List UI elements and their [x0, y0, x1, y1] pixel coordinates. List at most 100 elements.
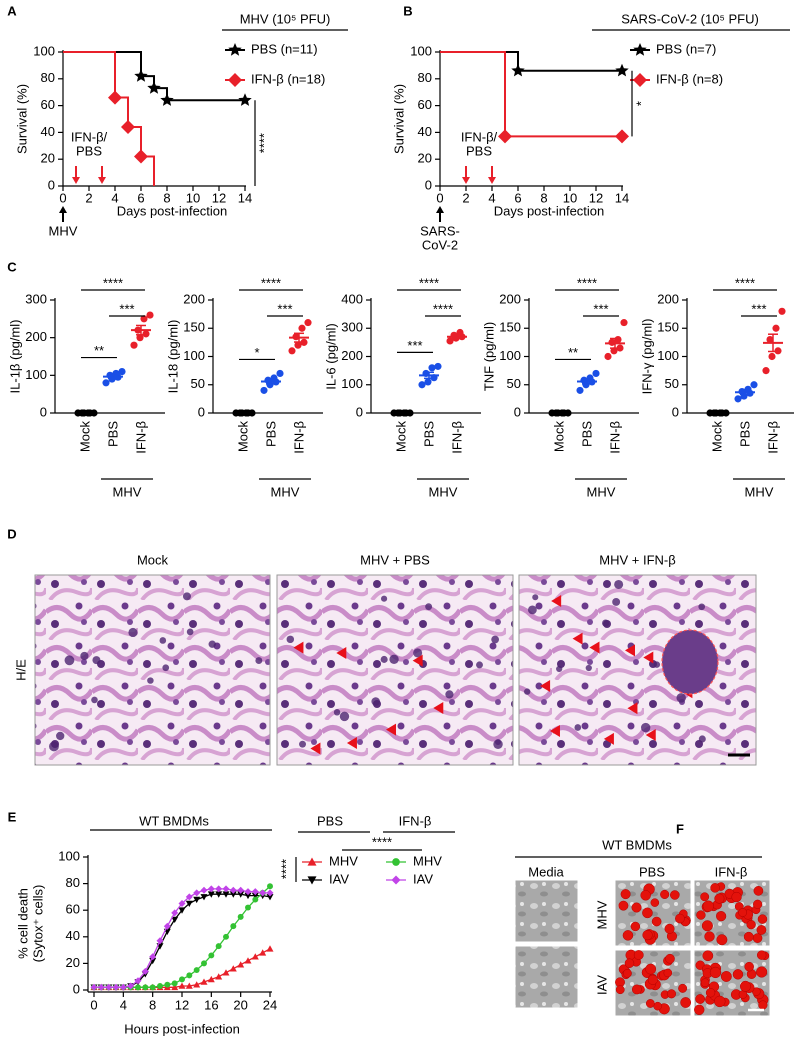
marker — [456, 328, 464, 337]
marker — [276, 369, 284, 378]
marker — [200, 886, 208, 894]
arrowhead-marker — [645, 728, 656, 741]
arrowhead-marker — [643, 651, 654, 664]
arrow — [72, 166, 80, 184]
treatment-label: IFN-β/ — [71, 129, 108, 144]
marker — [156, 937, 164, 945]
y-tick-label: 50 — [507, 376, 521, 391]
marker — [610, 347, 618, 355]
marker — [229, 886, 237, 894]
nucleus — [698, 603, 706, 611]
dead-cell — [757, 914, 768, 924]
arrow-head — [72, 177, 80, 184]
marker — [244, 888, 252, 896]
x-tick-label: 0 — [90, 997, 97, 1012]
survival-line — [63, 51, 245, 102]
marker — [266, 894, 274, 901]
marker — [222, 891, 230, 898]
y-tick-label: 60 — [418, 97, 432, 112]
arrowhead-marker — [624, 644, 635, 657]
survival-line — [440, 51, 622, 138]
x-tick-label: 0 — [59, 190, 66, 205]
arrowhead-marker — [540, 680, 551, 693]
marker — [766, 335, 774, 344]
panel-letter: E — [8, 809, 17, 824]
image-title: Mock — [137, 552, 169, 567]
marker — [772, 324, 780, 332]
nucleus — [574, 724, 582, 731]
y-tick-label: 40 — [418, 124, 432, 139]
survival-line — [440, 51, 622, 72]
marker — [620, 319, 628, 327]
marker — [222, 885, 230, 893]
y-tick-label: 40 — [66, 928, 80, 943]
row-label: MHV — [594, 900, 609, 929]
nucleus — [92, 656, 101, 665]
y-tick-label: 100 — [341, 376, 363, 391]
marker — [267, 883, 273, 890]
marker — [511, 63, 525, 77]
marker — [105, 983, 113, 991]
nucleus — [425, 603, 433, 611]
legend-label: PBS (n=11) — [251, 41, 318, 56]
dead-cell — [695, 994, 705, 1004]
marker — [193, 981, 201, 988]
dead-cell — [738, 908, 748, 917]
significance-label: **** — [433, 301, 453, 316]
x-tick-label: IFN-β — [449, 421, 464, 454]
dead-cell — [753, 899, 763, 909]
group-label: MHV — [113, 484, 142, 499]
marker — [604, 352, 612, 361]
marker — [428, 364, 436, 372]
y-tick-label: 100 — [58, 848, 80, 863]
y-tick-label: 0 — [40, 404, 47, 419]
y-tick-label: 20 — [66, 955, 80, 970]
marker — [288, 347, 296, 355]
nucleus — [299, 740, 306, 748]
arrowhead-marker — [433, 701, 444, 714]
dead-cell — [645, 963, 657, 975]
dead-cell — [665, 953, 675, 964]
nucleus — [476, 661, 483, 669]
marker — [615, 63, 629, 77]
dead-cell — [642, 907, 653, 919]
significance-label: **** — [735, 275, 755, 290]
marker — [592, 369, 600, 378]
dead-cell — [645, 999, 655, 1008]
x-tick-label: PBS — [421, 421, 436, 447]
dead-cell — [732, 969, 744, 980]
dead-cell — [651, 916, 662, 927]
significance-label: *** — [407, 338, 422, 353]
y-tick-label: 0 — [356, 404, 363, 419]
x-tick-label: 12 — [175, 997, 189, 1012]
x-tick-label: IFN-β — [765, 421, 780, 454]
y-axis-label: Survival (%) — [14, 84, 29, 154]
y-axis-label: % cell death — [15, 888, 30, 959]
x-tick-label: IFN-β — [607, 421, 622, 454]
x-tick-label: IFN-β — [133, 421, 148, 454]
y-tick-label: 200 — [183, 291, 205, 306]
column-label: IFN-β — [715, 864, 748, 879]
marker — [252, 896, 259, 903]
x-tick-label: 14 — [615, 190, 629, 205]
dead-cell — [710, 883, 720, 893]
dead-cell — [663, 968, 673, 978]
legend-label: MHV — [329, 853, 358, 868]
marker — [434, 362, 442, 370]
y-tick-label: 50 — [191, 376, 205, 391]
nucleus — [64, 655, 75, 666]
y-axis-label: IFN-γ (pg/ml) — [639, 319, 654, 395]
dead-cell — [716, 911, 727, 922]
y-tick-label: 200 — [657, 291, 679, 306]
significance-label: **** — [256, 133, 271, 153]
marker — [238, 93, 252, 106]
histology-image — [276, 574, 514, 766]
marker — [768, 352, 776, 361]
marker — [237, 961, 245, 968]
arrowhead-marker — [589, 641, 600, 654]
x-tick-label: 6 — [137, 190, 144, 205]
marker — [251, 888, 259, 896]
x-tick-label: 12 — [589, 190, 603, 205]
y-tick-label: 100 — [33, 43, 55, 58]
marker — [118, 367, 126, 376]
